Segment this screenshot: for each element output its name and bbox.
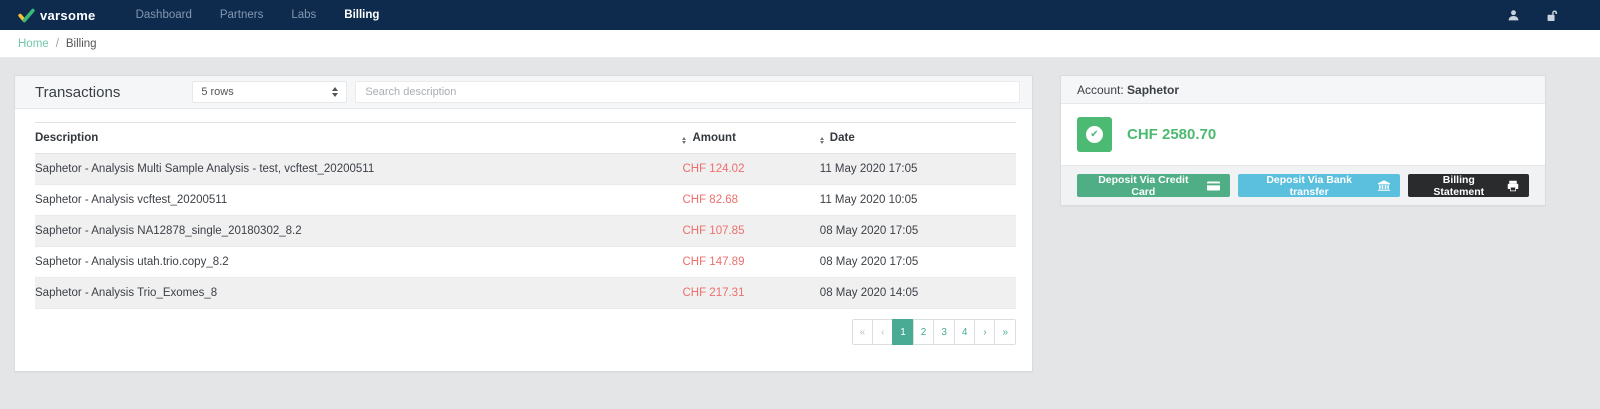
deposit-credit-card-button[interactable]: Deposit Via Credit Card <box>1077 174 1230 198</box>
account-balance: CHF 2580.70 <box>1127 126 1217 143</box>
nav-item-partners[interactable]: Partners <box>219 9 264 21</box>
transaction-date: 11 May 2020 10:05 <box>819 184 1016 216</box>
account-name: Saphetor <box>1127 83 1180 97</box>
account-label: Account: <box>1077 83 1124 97</box>
billing-statement-button[interactable]: Billing Statement <box>1407 174 1529 198</box>
breadcrumb: Home / Billing <box>0 30 1600 58</box>
breadcrumb-current: Billing <box>65 37 97 50</box>
nav-menu: Dashboard Partners Labs Billing <box>122 0 394 30</box>
transaction-date: 11 May 2020 17:05 <box>819 163 918 175</box>
transaction-date: 08 May 2020 17:05 <box>819 246 1016 278</box>
transaction-amount: CHF 147.89 <box>682 246 820 278</box>
transaction-date: 08 May 2020 17:05 <box>819 215 1016 247</box>
pagination-page-4[interactable]: 4 <box>953 319 976 345</box>
column-header-description: Description <box>35 122 683 154</box>
pagination-page-3[interactable]: 3 <box>933 319 955 345</box>
column-header-amount[interactable]: Amount <box>682 122 820 154</box>
table-row: Saphetor - Analysis Trio_Exomes_8 CHF 21… <box>35 277 1016 309</box>
transactions-panel-header: Transactions 5 rows <box>15 76 1032 109</box>
transaction-description: Saphetor - Analysis utah.trio.copy_8.2 <box>35 246 683 278</box>
rows-per-page-value: 5 rows <box>201 86 234 98</box>
pagination-next[interactable]: › <box>974 319 996 345</box>
nav-item-billing[interactable]: Billing <box>344 9 380 21</box>
user-icon[interactable] <box>1507 9 1520 22</box>
transactions-table-area: Description Amount Date Saphetor - Analy… <box>15 109 1032 371</box>
sort-icon <box>819 137 824 144</box>
bank-icon <box>1377 180 1390 191</box>
breadcrumb-home-link[interactable]: Home <box>18 37 49 50</box>
account-balance-row: ✔ CHF 2580.70 <box>1061 104 1545 165</box>
transaction-description: Saphetor - Analysis Multi Sample Analysi… <box>35 163 375 175</box>
transaction-amount: CHF 82.68 <box>682 184 820 216</box>
checkmark-logo-icon <box>18 8 35 23</box>
transaction-description: Saphetor - Analysis Trio_Exomes_8 <box>35 277 683 309</box>
page-title: Transactions <box>35 83 121 101</box>
nav-item-dashboard[interactable]: Dashboard <box>135 9 192 21</box>
main-content: Transactions 5 rows Description Amount <box>0 58 1600 372</box>
rows-per-page-select[interactable]: 5 rows <box>192 81 348 103</box>
table-row: Saphetor - Analysis utah.trio.copy_8.2 C… <box>35 246 1016 278</box>
column-header-date[interactable]: Date <box>819 122 1016 154</box>
transaction-amount: CHF 107.85 <box>682 215 820 247</box>
printer-icon <box>1507 180 1519 192</box>
table-row: Saphetor - Analysis vcftest_20200511 CHF… <box>35 184 1016 216</box>
pagination-page-1[interactable]: 1 <box>892 319 914 345</box>
pagination-first[interactable]: « <box>851 319 874 345</box>
brand-name: varsome <box>40 7 96 23</box>
unlock-icon[interactable] <box>1546 9 1560 22</box>
table-row: Saphetor - Analysis NA12878_single_20180… <box>35 215 1016 247</box>
transactions-table: Description Amount Date Saphetor - Analy… <box>35 122 1016 309</box>
account-panel-footer: Deposit Via Credit Card Deposit Via Bank… <box>1061 165 1545 205</box>
select-arrows-icon <box>332 87 339 97</box>
sort-icon <box>682 137 687 144</box>
table-header-row: Description Amount Date <box>35 122 1016 154</box>
transactions-panel: Transactions 5 rows Description Amount <box>14 75 1033 372</box>
navbar-right <box>1507 9 1560 22</box>
transaction-description: Saphetor - Analysis vcftest_20200511 <box>35 184 683 216</box>
table-row: Saphetor - Analysis Multi Sample Analysi… <box>35 153 1016 185</box>
pagination-prev[interactable]: ‹ <box>872 319 894 345</box>
transaction-amount: CHF 124.02 <box>682 163 745 175</box>
transaction-description: Saphetor - Analysis NA12878_single_20180… <box>35 215 683 247</box>
breadcrumb-separator: / <box>55 37 59 50</box>
credit-card-icon <box>1206 180 1220 191</box>
account-panel-header: Account: Saphetor <box>1061 76 1545 104</box>
transaction-amount: CHF 217.31 <box>682 277 820 309</box>
varsome-logo[interactable]: varsome <box>18 8 96 23</box>
search-input[interactable] <box>355 81 1020 103</box>
pagination-page-2[interactable]: 2 <box>912 319 935 345</box>
check-circle-icon: ✔ <box>1086 126 1103 143</box>
account-panel: Account: Saphetor ✔ CHF 2580.70 Deposit … <box>1060 75 1546 206</box>
deposit-bank-transfer-button[interactable]: Deposit Via Bank transfer <box>1237 174 1400 198</box>
transaction-date: 08 May 2020 14:05 <box>819 277 1016 309</box>
balance-status-tile: ✔ <box>1077 117 1112 152</box>
top-navbar: varsome Dashboard Partners Labs Billing <box>0 0 1600 30</box>
pagination: « ‹ 1 2 3 4 › » <box>35 319 1016 345</box>
nav-item-labs[interactable]: Labs <box>291 9 317 21</box>
pagination-last[interactable]: » <box>994 319 1016 345</box>
